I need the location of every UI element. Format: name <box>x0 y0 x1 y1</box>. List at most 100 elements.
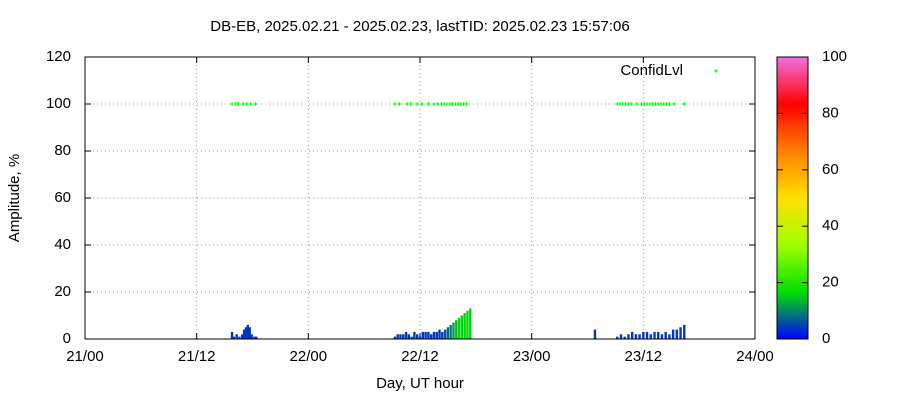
impulse-bar <box>675 329 679 339</box>
impulse-bar <box>452 322 455 339</box>
impulse-bar <box>253 336 256 339</box>
impulse-bar <box>457 317 461 339</box>
impulse-bar <box>619 334 623 339</box>
confid-point <box>253 102 258 106</box>
impulse-bar <box>660 334 664 339</box>
impulse-bar <box>623 336 626 339</box>
impulse-bar <box>242 329 246 339</box>
impulse-bar <box>246 324 250 339</box>
colorbar-tick-label: 60 <box>822 161 839 178</box>
impulse-bar <box>455 320 458 339</box>
impulse-bar <box>410 336 413 339</box>
confid-point <box>415 102 420 106</box>
confid-point <box>629 102 634 106</box>
impulse-bar <box>404 331 408 339</box>
impulse-bar <box>396 334 399 339</box>
impulse-bar <box>427 331 430 339</box>
impulse-bar <box>393 336 397 339</box>
impulse-bar <box>250 334 253 339</box>
impulse-bar <box>438 329 441 339</box>
confid-point <box>464 102 469 106</box>
impulse-bar <box>230 331 234 339</box>
x-tick-label: 23/00 <box>513 348 551 365</box>
confid-point <box>244 102 249 106</box>
impulse-bar <box>443 329 447 339</box>
impulse-bar <box>421 331 424 339</box>
impulse-bar <box>449 324 452 339</box>
impulse-bar <box>441 331 444 339</box>
impulse-bar <box>241 334 244 339</box>
colorbar-tick-label: 20 <box>822 274 839 291</box>
impulse-bar <box>668 334 671 339</box>
impulse-bar <box>232 336 236 339</box>
x-axis-label: Day, UT hour <box>376 375 464 392</box>
confid-point <box>419 102 424 106</box>
impulse-bar <box>463 313 466 339</box>
y-axis-label: Amplitude, % <box>6 154 23 242</box>
confid-point <box>397 102 402 106</box>
impulse-bar <box>429 334 433 339</box>
impulse-bar <box>642 331 645 339</box>
impulse-bar <box>446 327 450 339</box>
impulse-bar <box>645 331 649 339</box>
confid-point <box>248 102 253 106</box>
confid-point <box>230 102 235 106</box>
impulse-bar <box>235 334 238 339</box>
impulse-bar <box>664 331 667 339</box>
plot-frame <box>84 56 756 340</box>
impulse-bar <box>460 315 464 339</box>
impulse-bar <box>657 331 660 339</box>
impulse-bar <box>244 327 248 339</box>
y-tick-label: 60 <box>54 189 71 206</box>
impulse-bar <box>469 308 472 339</box>
impulse-bar <box>402 334 405 339</box>
impulse-bar <box>627 334 630 339</box>
legend-label: ConfidLvl <box>620 62 683 79</box>
impulse-bar <box>248 327 251 339</box>
impulse-bar <box>407 334 411 339</box>
impulse-bar <box>416 334 419 339</box>
chart-title: DB-EB, 2025.02.21 - 2025.02.23, lastTID:… <box>210 18 629 35</box>
x-tick-label: 21/12 <box>178 348 216 365</box>
x-tick-label: 24/00 <box>736 348 774 365</box>
x-tick-label: 22/12 <box>401 348 439 365</box>
confid-point <box>426 102 431 106</box>
impulse-bar <box>634 334 638 339</box>
colorbar-tick-label: 80 <box>822 104 839 121</box>
impulse-bar <box>616 336 619 339</box>
impulse-bar <box>638 334 641 339</box>
impulse-bar <box>630 331 634 339</box>
impulse-bar <box>399 334 402 339</box>
impulse-bar <box>238 336 241 339</box>
confid-point <box>435 102 440 106</box>
impulse-bar <box>466 310 469 339</box>
x-tick-label: 22/00 <box>290 348 328 365</box>
confid-point <box>667 102 672 106</box>
confid-point <box>682 102 687 106</box>
confid-point <box>408 102 413 106</box>
confid-point <box>634 102 639 106</box>
y-tick-label: 120 <box>46 48 71 65</box>
colorbar <box>776 56 809 340</box>
x-tick-label: 23/12 <box>625 348 663 365</box>
impulse-bar <box>653 331 656 339</box>
confid-point <box>392 102 397 106</box>
impulse-bar <box>435 331 438 339</box>
impulse-bar <box>255 336 258 339</box>
y-tick-label: 0 <box>63 330 71 347</box>
confid-point <box>236 102 241 106</box>
impulse-bar <box>418 336 422 339</box>
y-tick-label: 40 <box>54 236 71 253</box>
y-tick-label: 100 <box>46 95 71 112</box>
y-tick-label: 80 <box>54 142 71 159</box>
confid-point <box>672 102 677 106</box>
impulse-bar <box>683 324 686 339</box>
impulse-bar <box>432 331 436 339</box>
impulse-bar <box>413 331 416 339</box>
confid-point <box>404 102 409 106</box>
impulse-bar <box>649 334 652 339</box>
legend-marker <box>714 69 718 73</box>
impulse-bar <box>424 331 427 339</box>
confid-point <box>431 102 436 106</box>
